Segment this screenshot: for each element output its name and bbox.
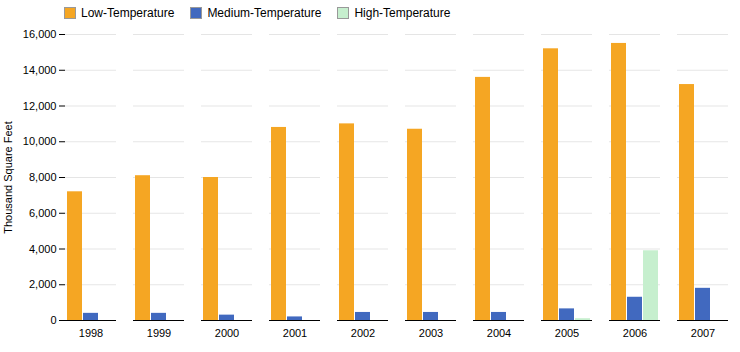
- svg-text:2,000: 2,000: [29, 278, 57, 290]
- svg-text:2005: 2005: [555, 327, 579, 339]
- html-text:High-Temperature: High-Temperature: [354, 6, 451, 20]
- svg-text:Thousand Square Feet: Thousand Square Feet: [2, 121, 14, 234]
- svg-text:2003: 2003: [419, 327, 443, 339]
- svg-text:2000: 2000: [215, 327, 239, 339]
- svg-text:14,000: 14,000: [23, 64, 57, 76]
- svg-text:0: 0: [50, 314, 56, 326]
- svg-text:2004: 2004: [487, 327, 511, 339]
- html-text:Low-Temperature: Low-Temperature: [81, 6, 175, 20]
- html-text:Medium-Temperature: Medium-Temperature: [207, 6, 322, 20]
- svg-text:6,000: 6,000: [29, 207, 57, 219]
- svg-text:1998: 1998: [79, 327, 103, 339]
- svg-text:16,000: 16,000: [23, 28, 57, 40]
- svg-text:1999: 1999: [147, 327, 171, 339]
- svg-text:2002: 2002: [351, 327, 375, 339]
- svg-text:4,000: 4,000: [29, 243, 57, 255]
- svg-text:2001: 2001: [283, 327, 307, 339]
- svg-text:2006: 2006: [623, 327, 647, 339]
- svg-text:8,000: 8,000: [29, 171, 57, 183]
- svg-text:10,000: 10,000: [23, 135, 57, 147]
- svg-text:12,000: 12,000: [23, 100, 57, 112]
- svg-text:2007: 2007: [691, 327, 715, 339]
